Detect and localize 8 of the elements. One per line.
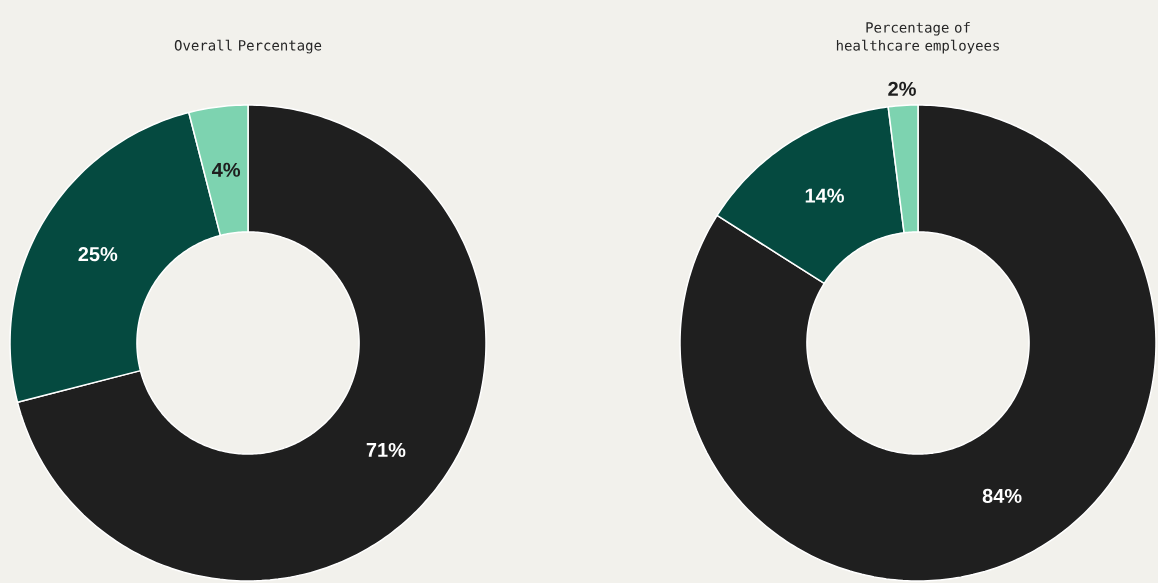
chart-title: Percentage of healthcare employees xyxy=(836,21,999,54)
data-label: 25% xyxy=(78,247,118,262)
data-label: 71% xyxy=(366,442,406,457)
data-label: 2% xyxy=(888,81,916,96)
data-label: 84% xyxy=(982,488,1022,503)
chart-title: Overall Percentage xyxy=(174,39,322,54)
data-label: 4% xyxy=(211,162,241,177)
data-label: 14% xyxy=(805,188,844,203)
